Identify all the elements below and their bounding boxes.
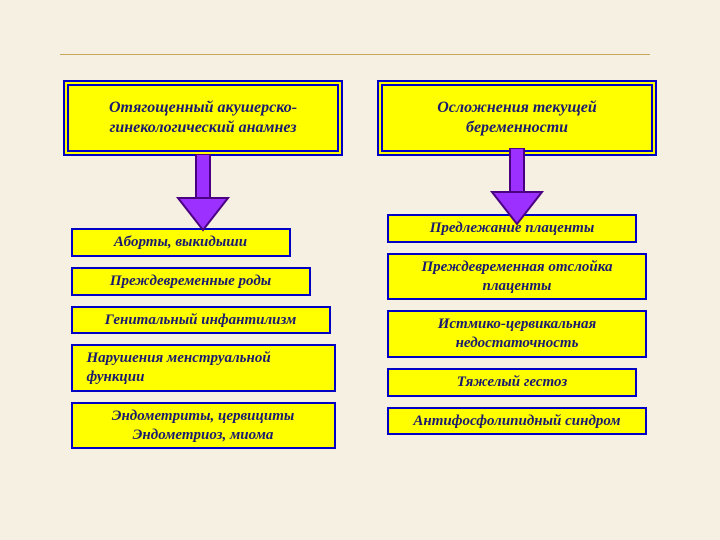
item-box-left-1: Преждевременные роды <box>71 267 311 296</box>
item-box-right-2: Истмико-цервикальная недостаточность <box>387 310 647 358</box>
item-list-left: Аборты, выкидыши Преждевременные роды Гени… <box>71 228 336 459</box>
divider-line <box>60 54 650 55</box>
item-box-right-1: Преждевременная отслойка плаценты <box>387 253 647 301</box>
item-box-right-3: Тяжелый гестоз <box>387 368 637 397</box>
column-right: Осложнения текущей беременности Предлежа… <box>372 80 662 459</box>
item-box-left-4: Эндометриты, цервициты Эндометриоз, миом… <box>71 402 336 450</box>
item-list-right: Предлежание плацентыПреждевременная отсл… <box>387 214 647 445</box>
item-box-left-0: Аборты, выкидыши <box>71 228 291 257</box>
header-right: Осложнения текущей беременности <box>377 80 657 156</box>
diagram-columns: Отягощенный акушерско-гинекологический а… <box>0 80 720 459</box>
down-arrow-icon <box>168 154 238 232</box>
arrow-right-wrap <box>372 156 662 214</box>
item-box-right-4: Антифосфолипидный синдром <box>387 407 647 436</box>
column-left: Отягощенный акушерско-гинекологический а… <box>58 80 348 459</box>
item-box-left-2: Генитальный инфантилизм <box>71 306 331 335</box>
header-left: Отягощенный акушерско-гинекологический а… <box>63 80 343 156</box>
arrow-left-wrap <box>58 156 348 228</box>
item-box-left-3: Нарушения менструальной функции <box>71 344 336 392</box>
down-arrow-icon <box>482 148 552 226</box>
